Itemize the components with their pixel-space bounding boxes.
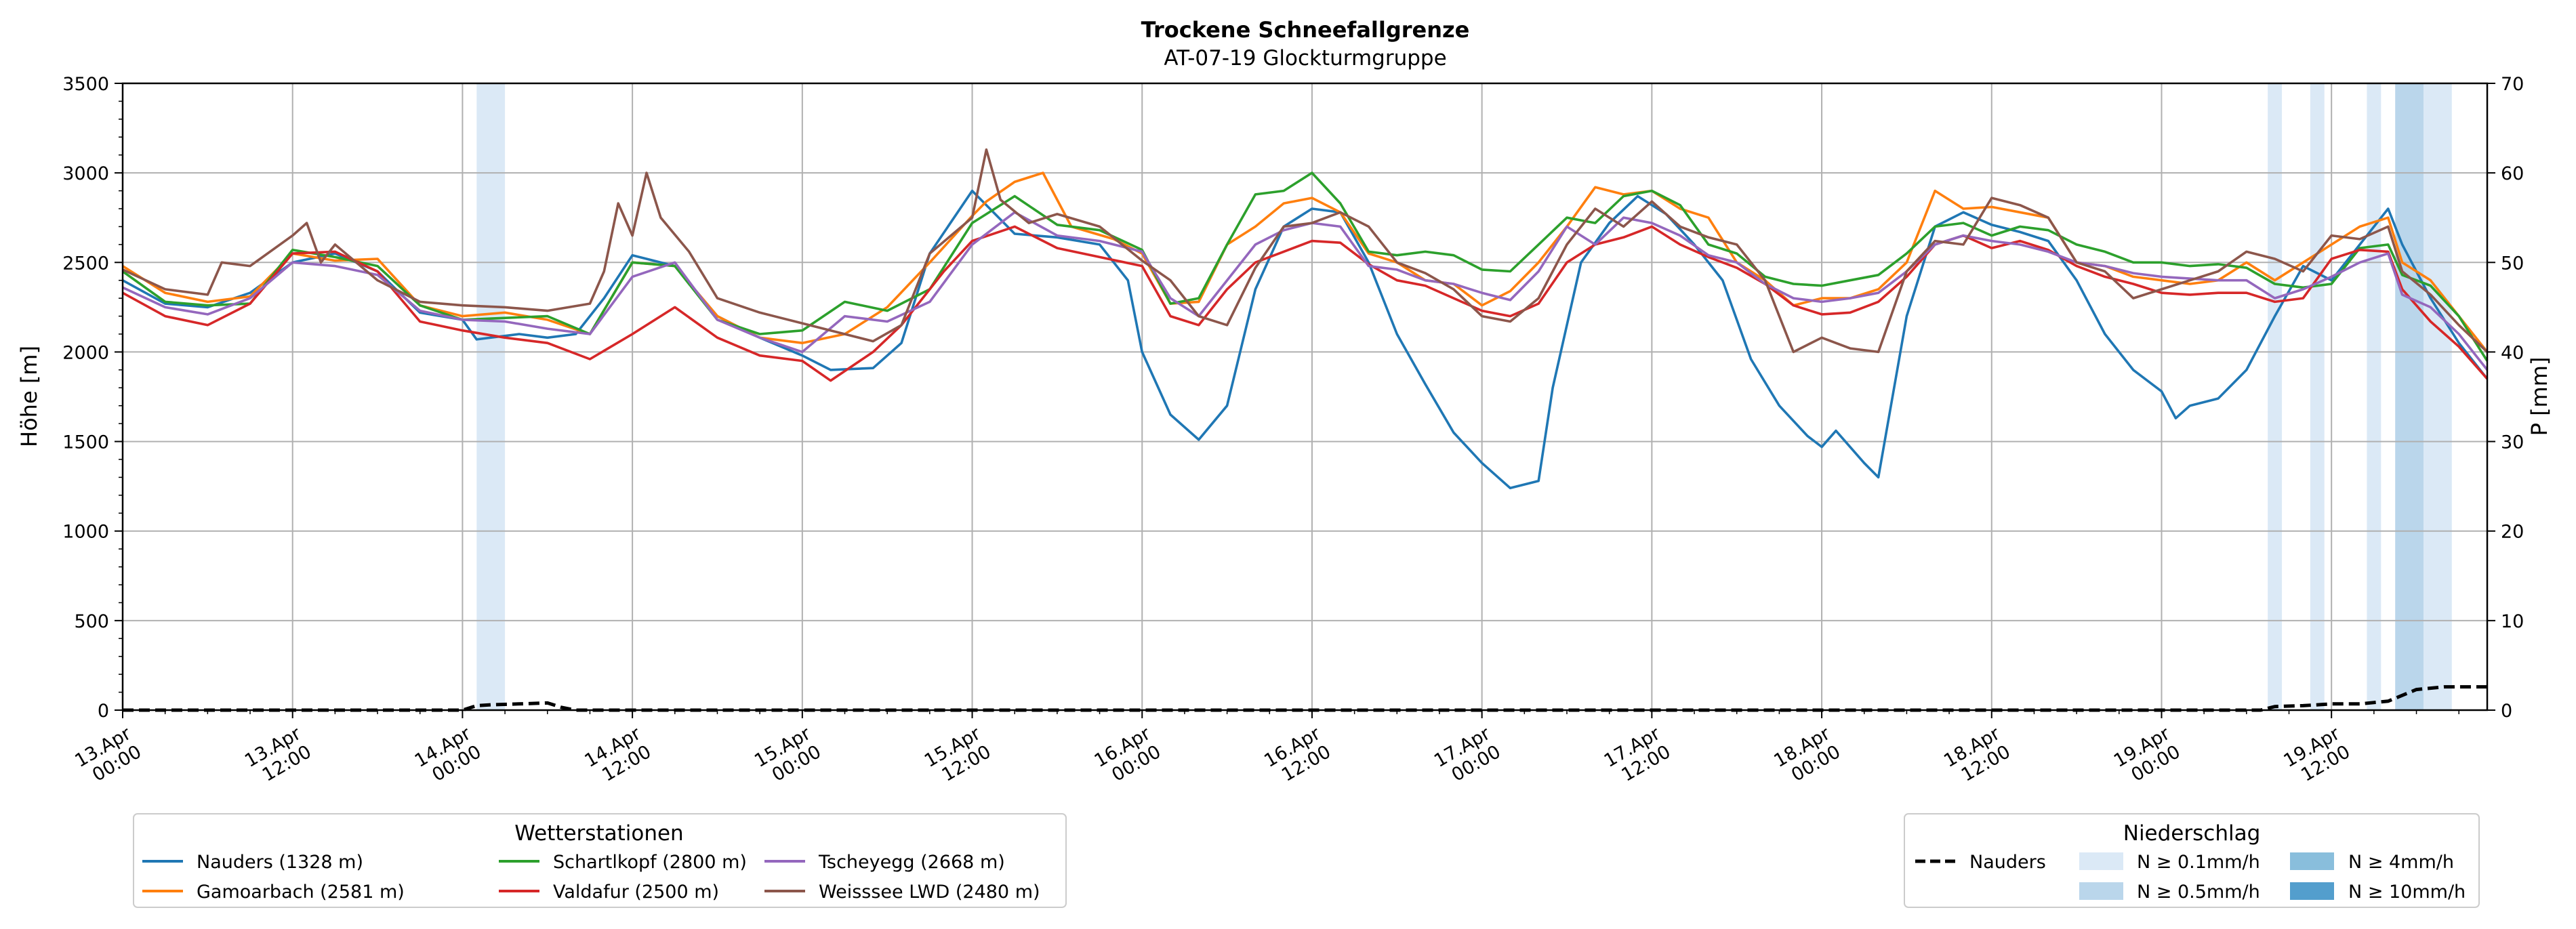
y2-axis-label: P [mm] [2527, 357, 2552, 436]
axes [121, 82, 2489, 711]
chart-subtitle: AT-07-19 Glockturmgruppe [1164, 46, 1446, 70]
series-line-nauders [122, 189, 2489, 490]
legend-label-gamoarbach: Gamoarbach (2581 m) [197, 882, 405, 903]
series-line-weisssee [122, 148, 2489, 354]
precip-band [2367, 83, 2381, 710]
y-ticks: 0 500 1000 1500 2000 2500 3000 3500 [62, 74, 123, 722]
grid [122, 83, 2487, 711]
legend-precip-line-label: Nauders [1969, 852, 2046, 873]
y-tick-label: 2000 [62, 342, 109, 363]
y2-tick-label: 60 [2501, 163, 2524, 184]
legend-precip-title: Niederschlag [2123, 821, 2261, 846]
legend-stations: Wetterstationen Nauders (1328 m) Gamoarba… [133, 813, 1067, 908]
legend-precip-swatch-4 [2290, 852, 2334, 870]
series-line-schartlkopf [121, 171, 2489, 362]
legend-precip-swatch-0-1 [2079, 852, 2123, 870]
y2-tick-label: 70 [2501, 74, 2524, 95]
legend-label-schartlkopf: Schartlkopf (2800 m) [553, 852, 747, 873]
series-lines [121, 148, 2489, 712]
y-axis-label: Höhe [m] [16, 346, 42, 447]
legend-stations-title: Wetterstationen [514, 821, 683, 846]
precip-band [2395, 83, 2424, 710]
legend-label-tscheyegg: Tscheyegg (2668 m) [818, 852, 1005, 873]
legend-label-weisssee: Weisssee LWD (2480 m) [819, 882, 1040, 903]
legend-label-valdafur: Valdafur (2500 m) [553, 882, 719, 903]
y2-ticks: 0 10 20 30 40 50 60 70 [2487, 74, 2524, 722]
legend-precip-swatch-10 [2290, 882, 2334, 900]
y-tick-label: 3500 [62, 74, 109, 95]
legend-precip: Niederschlag Nauders N ≥ 0.1mm/h N ≥ 0.5… [1904, 813, 2480, 908]
precip-band [2423, 83, 2452, 710]
precip-band [476, 83, 506, 710]
precip-band [2268, 83, 2283, 710]
legend-precip-label-4: N ≥ 4mm/h [2348, 852, 2454, 873]
y2-tick-label: 50 [2501, 253, 2524, 274]
legend-stations-frame [133, 813, 1067, 908]
y2-tick-label: 40 [2501, 342, 2524, 363]
legend-precip-swatch-0-5 [2079, 882, 2123, 900]
y2-tick-label: 20 [2501, 522, 2524, 543]
series-line-tscheyegg [122, 211, 2489, 371]
legend-label-nauders: Nauders (1328 m) [197, 852, 363, 873]
y-tick-label: 0 [98, 701, 109, 722]
precip-line-nauders [123, 685, 2487, 712]
y-tick-label: 1000 [62, 522, 109, 543]
legend-precip-label-0-5: N ≥ 0.5mm/h [2137, 882, 2260, 903]
y-tick-label: 1500 [62, 432, 109, 453]
chart-title: Trockene Schneefallgrenze [1141, 17, 1470, 43]
y2-tick-label: 30 [2501, 432, 2524, 453]
legend-precip-frame [1904, 813, 2480, 908]
plot-frame [121, 82, 2489, 711]
y2-tick-label: 10 [2501, 611, 2524, 632]
y-tick-label: 3000 [62, 163, 109, 184]
legend-precip-label-0-1: N ≥ 0.1mm/h [2137, 852, 2260, 873]
y-tick-label: 500 [74, 611, 109, 632]
precip-bands [476, 83, 2452, 710]
precip-band [2310, 83, 2325, 710]
legend-precip-label-10: N ≥ 10mm/h [2348, 882, 2466, 903]
y2-tick-label: 0 [2501, 701, 2512, 722]
y-tick-label: 2500 [62, 253, 109, 274]
